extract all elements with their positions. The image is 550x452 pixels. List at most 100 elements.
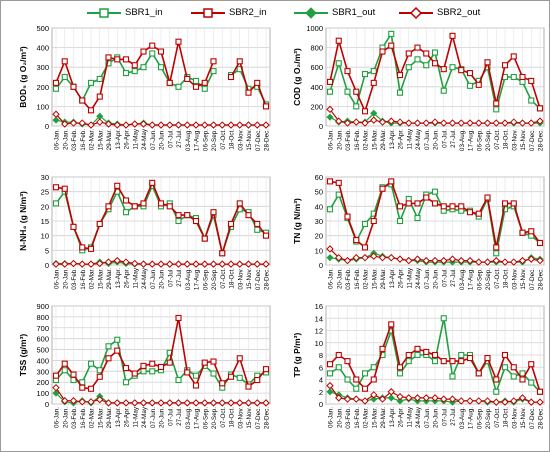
x-tick-label: 24-May [415,406,422,428]
point-sbr2_out [492,119,500,127]
point-sbr2_out [448,395,457,403]
point-sbr2_in [192,217,200,225]
point-sbr2_out [262,399,270,407]
x-tick-label: 13-Apr. [389,407,396,428]
point-sbr2_out [335,253,343,262]
point-sbr2_out [440,256,448,265]
y-tick-label: 100 [36,389,49,398]
point-sbr2_out [183,260,191,268]
point-sbr2_in [166,359,173,366]
point-sbr2_out [466,119,474,127]
x-tick-label: 29-Mar. [106,268,113,290]
point-sbr1_in [210,68,217,75]
point-sbr2_in [396,203,404,210]
x-tick-label: 16-Feb. [354,129,361,151]
x-tick-label: 28-Dec. [264,129,271,151]
point-sbr1_in [370,68,377,75]
x-tick-label: 06-Sep. [202,268,209,290]
point-sbr1_in [52,85,60,92]
point-sbr2_in [536,239,544,247]
point-sbr1_in [326,206,334,213]
x-tick-label: 03-Feb. [345,268,352,290]
point-sbr2_out [361,253,369,262]
y-tick-label: 400 [36,44,49,53]
point-sbr1_in [440,87,447,94]
x-tick-label: 28-Dec. [264,268,271,290]
x-tick-label: 03-Feb. [71,407,78,429]
point-sbr2_out [218,260,226,268]
point-sbr2_out [440,119,448,127]
x-tick-label: 26-Apr. [398,268,405,289]
x-tick-label: 16-Feb. [80,129,87,151]
point-sbr2_out [527,398,535,406]
x-tick-label: 03-Nov. [237,268,244,290]
y-tick-label: 1000 [306,24,323,33]
point-sbr1_out [326,388,334,396]
point-sbr2_out [326,105,334,114]
x-tick-label: 29-Mar. [380,268,387,290]
point-sbr2_in [184,75,191,83]
x-tick-label: 03-Aug. [459,268,466,290]
point-sbr2_in [122,56,130,63]
y-tick-label: 15 [41,217,49,226]
x-tick-label: 15-Nov. [246,268,253,290]
point-sbr2_out [174,260,183,268]
x-tick-label: 07-Dec. [529,129,536,151]
y-tick-label: 500 [36,346,49,355]
y-tick-label: 600 [310,63,323,72]
point-sbr2_out [501,119,509,127]
point-sbr2_out [387,253,395,262]
point-sbr1_in [157,64,165,71]
point-sbr2_out [518,256,527,265]
legend-item-sbr2-out: SBR2_out [397,6,517,20]
y-tick-label: 0 [45,400,49,409]
point-sbr2_in [353,88,360,95]
point-sbr2_out [326,381,334,390]
y-tick-label: 20 [41,202,49,211]
point-sbr2_out [157,260,165,268]
x-tick-label: 07-Jun. [424,268,431,289]
point-sbr1_in [326,88,334,95]
point-sbr2_in [61,185,68,192]
point-sbr2_in [262,232,270,239]
x-tick-label: 06-Sep. [476,129,483,151]
point-sbr2_out [405,256,413,265]
point-sbr2_in [458,67,465,74]
y-tick-label: 50 [315,188,323,197]
x-tick-label: 18-Oct. [503,407,510,428]
point-sbr1_in [122,70,130,77]
point-sbr2_out [457,397,465,405]
point-sbr2_out [174,399,183,407]
point-sbr2_out [52,110,60,118]
legend-swatch-sbr2-out [399,6,433,20]
point-sbr1_in [201,85,208,92]
point-sbr2_in [536,388,544,395]
point-sbr1_in [52,200,60,207]
x-tick-label: 16-Feb. [354,407,361,429]
point-sbr1_in [114,336,121,343]
point-sbr2_in [379,48,386,55]
x-tick-label: 07-Oct. [220,407,227,428]
point-sbr2_in [335,37,342,44]
point-sbr2_in [210,209,217,216]
point-sbr2_in [335,351,342,359]
x-tick-label: 20-Sep. [485,268,492,290]
point-sbr2_out [378,395,387,403]
x-tick-label: 07-Jun. [424,129,431,150]
point-sbr2_out [361,119,369,127]
point-sbr2_in [326,178,334,185]
point-sbr2_in [370,217,377,225]
point-sbr2_in [361,385,369,392]
point-sbr2_in [370,376,377,383]
point-sbr2_out [475,397,483,405]
point-sbr2_out [370,391,378,399]
point-sbr2_in [227,73,235,81]
chart-panel-4: 0 10 20 30 40 50 60 06-Jan. 20-Jan. 03-Feb. 16-Feb… [292,173,545,290]
legend-swatch-sbr2-in [191,8,225,18]
point-sbr2_in [528,361,535,368]
point-sbr1_in [353,385,360,392]
point-sbr1_in [528,97,535,104]
point-sbr2_in [361,108,369,115]
point-sbr2_in [87,107,95,114]
point-sbr2_out [201,121,209,129]
